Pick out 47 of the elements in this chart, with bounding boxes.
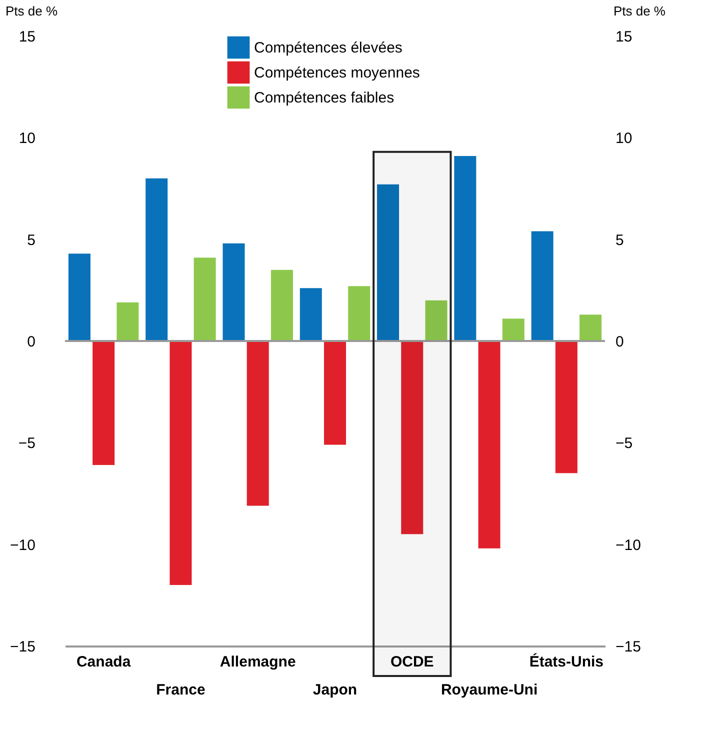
bar	[68, 254, 90, 341]
y2-tick-label: −10	[616, 536, 641, 554]
bar	[580, 314, 602, 341]
x-tick-label: Canada	[76, 654, 132, 670]
y2-tick-label: 0	[616, 334, 624, 350]
x-tick-label: France	[156, 682, 206, 698]
y2-axis-title: Pts de %	[613, 4, 666, 18]
bar	[502, 318, 524, 341]
y-tick-label: 0	[27, 334, 36, 350]
x-tick-label: États-Unis	[529, 652, 604, 670]
y2-tick-label: −15	[616, 638, 641, 656]
bar	[425, 300, 448, 341]
bar	[194, 258, 216, 341]
bar	[324, 341, 346, 445]
y-tick-label: 5	[27, 232, 36, 249]
y-tick-label: 10	[18, 130, 36, 148]
bar	[401, 341, 424, 534]
legend-label: Compétences élevées	[254, 40, 402, 56]
y-tick-label: 15	[18, 28, 36, 46]
bar	[222, 243, 245, 341]
bar	[92, 341, 115, 466]
legend-label: Compétences moyennes	[254, 64, 420, 82]
x-tick-label: Allemagne	[220, 654, 296, 670]
y2-tick-label: 10	[616, 130, 632, 148]
bar	[146, 178, 168, 341]
y2-tick-label: 15	[616, 28, 632, 46]
bar	[300, 288, 322, 341]
bar	[116, 302, 139, 341]
bar	[531, 231, 554, 341]
x-tick-label: OCDE	[390, 654, 434, 670]
y-tick-label: −15	[10, 638, 36, 656]
bar	[454, 156, 476, 341]
legend-label: Compétences faibles	[254, 90, 394, 106]
bar	[170, 341, 192, 585]
x-tick-label: Royaume-Uni	[440, 682, 538, 698]
bar	[246, 341, 269, 506]
bar	[348, 286, 370, 341]
y-tick-label: −10	[10, 536, 36, 554]
bar	[478, 341, 500, 548]
bar	[377, 184, 400, 341]
y-axis-title: Pts de %	[6, 4, 58, 18]
bar	[270, 270, 293, 341]
y2-tick-label: −5	[616, 435, 633, 452]
y2-tick-label: 5	[616, 232, 624, 249]
y-tick-label: −5	[18, 435, 36, 452]
bar	[555, 341, 578, 474]
x-tick-label: Japon	[312, 682, 358, 698]
